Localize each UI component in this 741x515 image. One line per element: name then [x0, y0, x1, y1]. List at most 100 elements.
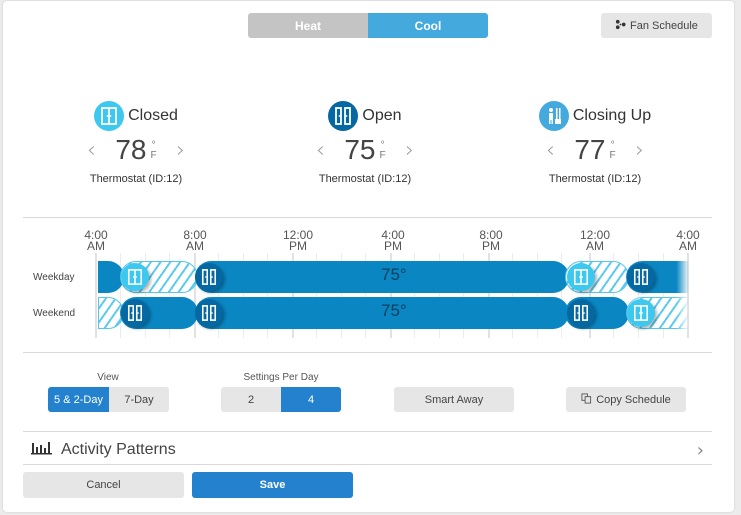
schedule-handle-closed[interactable] — [567, 263, 595, 291]
fan-icon — [615, 19, 626, 33]
cool-mode-button[interactable]: Cool — [368, 13, 488, 38]
setpoint-title: Closing Up — [572, 107, 652, 124]
settings-2-button[interactable]: 2 — [221, 387, 281, 412]
setpoint-open: Open ‹ 75 ° F › Thermostat (ID:12) — [265, 101, 465, 185]
gridline — [218, 253, 219, 338]
unit-f: F — [150, 150, 157, 161]
copy-schedule-button[interactable]: Copy Schedule — [566, 387, 686, 412]
divider — [23, 352, 712, 353]
period-temp: 75° — [381, 301, 407, 320]
schedule-handle-open[interactable] — [121, 299, 149, 327]
door-open-icon — [201, 269, 217, 285]
schedule-period-open[interactable] — [195, 297, 569, 329]
thermostat-label: Thermostat (ID:12) — [548, 173, 642, 185]
view-toggle: 5 & 2-Day 7-Day — [48, 387, 169, 412]
activity-patterns-label: Activity Patterns — [61, 441, 176, 458]
gridline — [341, 253, 342, 338]
increase-temp-button[interactable]: › — [635, 137, 645, 163]
gridline — [316, 253, 317, 338]
settings-4-button[interactable]: 4 — [281, 387, 341, 412]
row-label-weekend: Weekend — [33, 308, 76, 319]
smart-away-button[interactable]: Smart Away — [394, 387, 514, 412]
divider — [23, 217, 712, 218]
gridline — [488, 253, 490, 338]
settings-per-day-label: Settings Per Day — [243, 372, 319, 383]
cancel-button[interactable]: Cancel — [23, 472, 184, 498]
door-closed-icon — [573, 269, 589, 285]
degree-symbol: ° — [151, 140, 156, 151]
decrease-temp-button[interactable]: ‹ — [545, 137, 555, 163]
view-5-2-day-button[interactable]: 5 & 2-Day — [48, 387, 109, 412]
door-closed-icon — [633, 305, 649, 321]
gridline — [120, 253, 121, 338]
gridline — [463, 253, 464, 338]
schedule-period-open[interactable] — [98, 261, 124, 293]
door-open-icon — [633, 269, 649, 285]
time-tick: 8:00 AM — [183, 228, 207, 253]
door-closed-icon — [127, 269, 143, 285]
view-label: View — [97, 372, 119, 383]
gridline — [194, 253, 196, 338]
schedule-handle-closed[interactable] — [121, 263, 149, 291]
increase-temp-button[interactable]: › — [405, 137, 415, 163]
settings-per-day-toggle: 2 4 — [221, 387, 341, 412]
degree-symbol: ° — [610, 140, 615, 151]
schedule-handle-open[interactable] — [627, 263, 655, 291]
chevron-right-icon: › — [696, 439, 704, 461]
schedule-handle-open[interactable] — [195, 263, 223, 291]
gridline — [439, 253, 440, 338]
thermostat-label: Thermostat (ID:12) — [318, 173, 412, 185]
time-tick: 4:00 AM — [676, 228, 700, 253]
door-open-icon — [127, 305, 143, 321]
temp-unit: ° F — [380, 141, 386, 161]
fan-schedule-label: Fan Schedule — [630, 19, 698, 32]
door-open-icon — [573, 305, 589, 321]
door-closed-icon — [94, 101, 125, 131]
thermostat-schedule-panel: Heat Cool Fan Schedule Closed ‹ 78 ° F › … — [3, 1, 734, 512]
setpoint-title: Open — [362, 107, 402, 124]
gridline — [537, 253, 538, 338]
divider — [23, 464, 712, 465]
time-tick: 8:00 PM — [479, 228, 503, 253]
gridline — [687, 253, 689, 338]
setpoint-closing-up: Closing Up ‹ 77 ° F › Thermostat (ID:12) — [495, 101, 695, 185]
time-tick: 4:00 AM — [84, 228, 108, 253]
gridline — [390, 253, 392, 338]
gridline — [613, 253, 614, 338]
setpoint-temp: 77 — [574, 134, 606, 165]
gridline — [512, 253, 513, 338]
gridline — [95, 253, 97, 338]
schedule-period-open[interactable] — [195, 261, 569, 293]
decrease-temp-button[interactable]: ‹ — [86, 137, 96, 163]
unit-f: F — [379, 150, 386, 161]
smart-away-label: Smart Away — [424, 393, 484, 406]
gridline — [638, 253, 639, 338]
time-tick: 12:00 PM — [282, 228, 314, 253]
gridline — [145, 253, 146, 338]
gridline — [267, 253, 268, 338]
time-tick: 4:00 PM — [381, 228, 405, 253]
fan-schedule-button[interactable]: Fan Schedule — [601, 13, 712, 38]
time-tick: 12:00 AM — [579, 228, 611, 253]
increase-temp-button[interactable]: › — [176, 137, 186, 163]
gridline — [243, 253, 244, 338]
activity-patterns-row[interactable]: Activity Patterns › — [23, 434, 712, 466]
gridline — [414, 253, 415, 338]
schedule-handle-open[interactable] — [195, 299, 223, 327]
row-label-weekday: Weekday — [33, 272, 75, 283]
closing-up-person-icon — [538, 101, 569, 131]
gridline — [365, 253, 366, 338]
setpoint-title: Closed — [128, 107, 178, 124]
degree-symbol: ° — [380, 140, 385, 151]
view-7-day-button[interactable]: 7-Day — [109, 387, 169, 412]
gridline — [663, 253, 664, 338]
gridline — [561, 253, 562, 338]
heat-cool-toggle: Heat Cool — [248, 13, 488, 38]
decrease-temp-button[interactable]: ‹ — [315, 137, 325, 163]
save-button[interactable]: Save — [192, 472, 353, 498]
schedule-handle-closed[interactable] — [627, 299, 655, 327]
copy-icon — [581, 392, 592, 407]
heat-mode-button[interactable]: Heat — [248, 13, 368, 38]
period-temp: 75° — [381, 265, 407, 284]
schedule-handle-open[interactable] — [567, 299, 595, 327]
